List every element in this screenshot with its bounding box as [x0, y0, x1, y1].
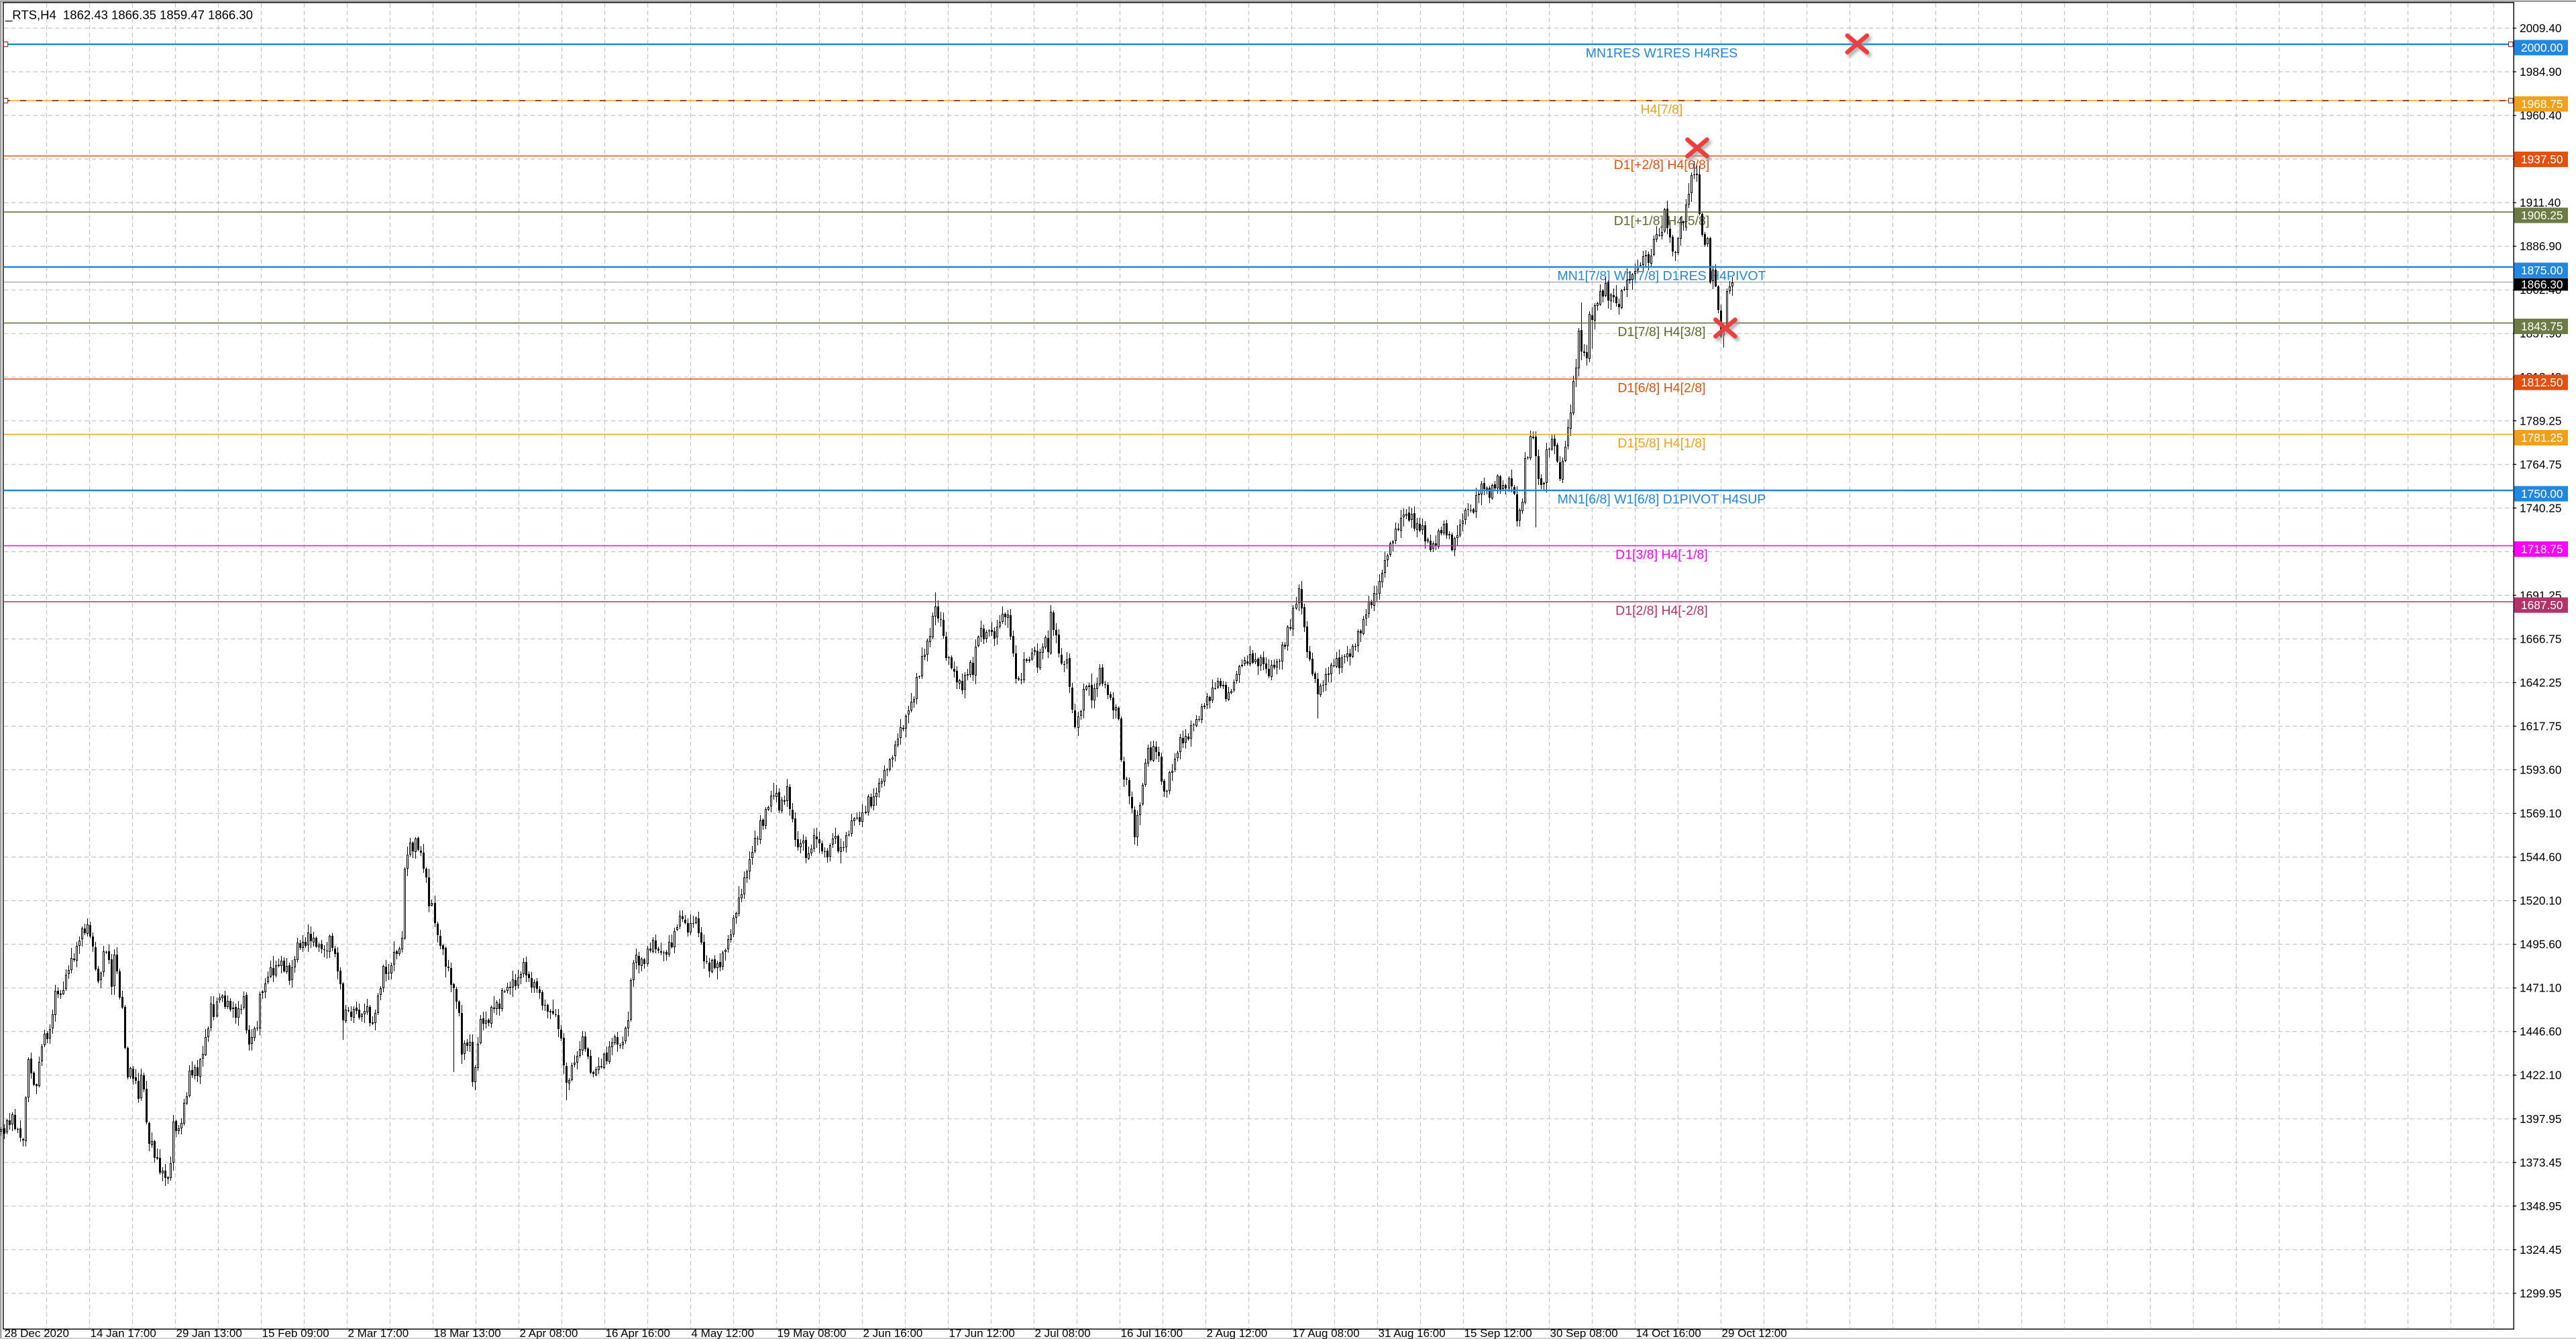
svg-text:2 Jul 08:00: 2 Jul 08:00: [1035, 1327, 1091, 1339]
svg-text:1740.25: 1740.25: [2520, 501, 2561, 515]
svg-text:1911.40: 1911.40: [2520, 196, 2561, 209]
svg-text:1937.50: 1937.50: [2521, 153, 2563, 166]
svg-text:D1[+2/8] H4[6/8]: D1[+2/8] H4[6/8]: [1614, 158, 1710, 172]
svg-text:18 Mar 13:00: 18 Mar 13:00: [434, 1327, 501, 1339]
svg-text:1446.60: 1446.60: [2520, 1025, 2561, 1038]
svg-text:1520.10: 1520.10: [2520, 894, 2561, 908]
svg-text:1617.75: 1617.75: [2520, 720, 2561, 733]
svg-text:1984.90: 1984.90: [2520, 65, 2561, 78]
svg-text:30 Sep 08:00: 30 Sep 08:00: [1550, 1327, 1618, 1339]
svg-text:15 Feb 09:00: 15 Feb 09:00: [262, 1327, 329, 1339]
svg-text:14 Jan 17:00: 14 Jan 17:00: [91, 1327, 156, 1339]
svg-text:17 Jun 12:00: 17 Jun 12:00: [949, 1327, 1015, 1339]
svg-text:_RTS,H4 1862.43 1866.35 1859.: _RTS,H4 1862.43 1866.35 1859.47 1866.30: [5, 8, 253, 23]
svg-text:1666.75: 1666.75: [2520, 632, 2561, 645]
svg-text:1875.00: 1875.00: [2521, 264, 2563, 277]
svg-text:1960.40: 1960.40: [2520, 109, 2561, 122]
svg-text:H4[7/8]: H4[7/8]: [1641, 103, 1683, 117]
svg-text:MN1[7/8] W1[7/8] D1RES H4PIVOT: MN1[7/8] W1[7/8] D1RES H4PIVOT: [1557, 269, 1766, 284]
svg-text:4 May 12:00: 4 May 12:00: [692, 1327, 755, 1339]
svg-text:D1[3/8] H4[-1/8]: D1[3/8] H4[-1/8]: [1615, 547, 1708, 562]
svg-text:1593.60: 1593.60: [2520, 763, 2561, 777]
svg-text:MN1[6/8] W1[6/8] D1PIVOT H4SUP: MN1[6/8] W1[6/8] D1PIVOT H4SUP: [1558, 492, 1766, 507]
svg-text:2 Apr 08:00: 2 Apr 08:00: [520, 1327, 578, 1339]
svg-text:1750.00: 1750.00: [2521, 487, 2563, 500]
svg-text:1718.75: 1718.75: [2521, 543, 2563, 556]
svg-text:1471.10: 1471.10: [2520, 981, 2561, 995]
svg-text:2 Jun 16:00: 2 Jun 16:00: [863, 1327, 923, 1339]
svg-text:15 Sep 12:00: 15 Sep 12:00: [1464, 1327, 1532, 1339]
svg-text:17 Aug 08:00: 17 Aug 08:00: [1293, 1327, 1360, 1339]
svg-text:1422.10: 1422.10: [2520, 1069, 2561, 1082]
svg-text:1781.25: 1781.25: [2521, 431, 2563, 445]
svg-text:1348.95: 1348.95: [2520, 1199, 2561, 1213]
svg-text:2 Aug 12:00: 2 Aug 12:00: [1207, 1327, 1268, 1339]
svg-text:1789.25: 1789.25: [2520, 414, 2561, 427]
svg-text:D1[7/8] H4[3/8]: D1[7/8] H4[3/8]: [1617, 325, 1705, 339]
svg-text:1495.60: 1495.60: [2520, 938, 2561, 951]
svg-text:1764.75: 1764.75: [2520, 458, 2561, 471]
svg-text:29 Jan 13:00: 29 Jan 13:00: [176, 1327, 242, 1339]
svg-text:1324.45: 1324.45: [2520, 1243, 2561, 1256]
svg-text:1642.25: 1642.25: [2520, 676, 2561, 690]
svg-text:2000.00: 2000.00: [2521, 41, 2563, 54]
svg-text:1299.95: 1299.95: [2520, 1287, 2561, 1300]
svg-text:2009.40: 2009.40: [2520, 21, 2561, 35]
svg-text:14 Oct 16:00: 14 Oct 16:00: [1636, 1327, 1701, 1339]
svg-text:1866.30: 1866.30: [2521, 278, 2563, 291]
svg-text:1687.50: 1687.50: [2521, 598, 2563, 612]
svg-text:D1[2/8] H4[-2/8]: D1[2/8] H4[-2/8]: [1615, 604, 1708, 619]
svg-text:1544.60: 1544.60: [2520, 851, 2561, 864]
svg-text:31 Aug 16:00: 31 Aug 16:00: [1379, 1327, 1446, 1339]
svg-text:1569.10: 1569.10: [2520, 807, 2561, 820]
svg-text:MN1RES W1RES H4RES: MN1RES W1RES H4RES: [1586, 46, 1737, 61]
svg-text:1843.75: 1843.75: [2521, 320, 2563, 333]
svg-text:1397.95: 1397.95: [2520, 1112, 2561, 1126]
svg-text:D1[6/8] H4[2/8]: D1[6/8] H4[2/8]: [1617, 381, 1705, 396]
svg-text:19 May 08:00: 19 May 08:00: [777, 1327, 847, 1339]
svg-text:D1[5/8] H4[1/8]: D1[5/8] H4[1/8]: [1617, 436, 1705, 451]
svg-text:1968.75: 1968.75: [2521, 97, 2563, 111]
svg-text:16 Apr 16:00: 16 Apr 16:00: [606, 1327, 670, 1339]
svg-text:29 Oct 12:00: 29 Oct 12:00: [1722, 1327, 1787, 1339]
svg-text:28 Dec 2020: 28 Dec 2020: [5, 1327, 69, 1339]
svg-text:1886.90: 1886.90: [2520, 239, 2561, 253]
svg-text:16 Jul 16:00: 16 Jul 16:00: [1121, 1327, 1183, 1339]
svg-text:1373.45: 1373.45: [2520, 1156, 2561, 1169]
svg-text:1812.50: 1812.50: [2521, 376, 2563, 389]
svg-text:2 Mar 17:00: 2 Mar 17:00: [348, 1327, 409, 1339]
svg-text:1906.25: 1906.25: [2521, 209, 2563, 222]
